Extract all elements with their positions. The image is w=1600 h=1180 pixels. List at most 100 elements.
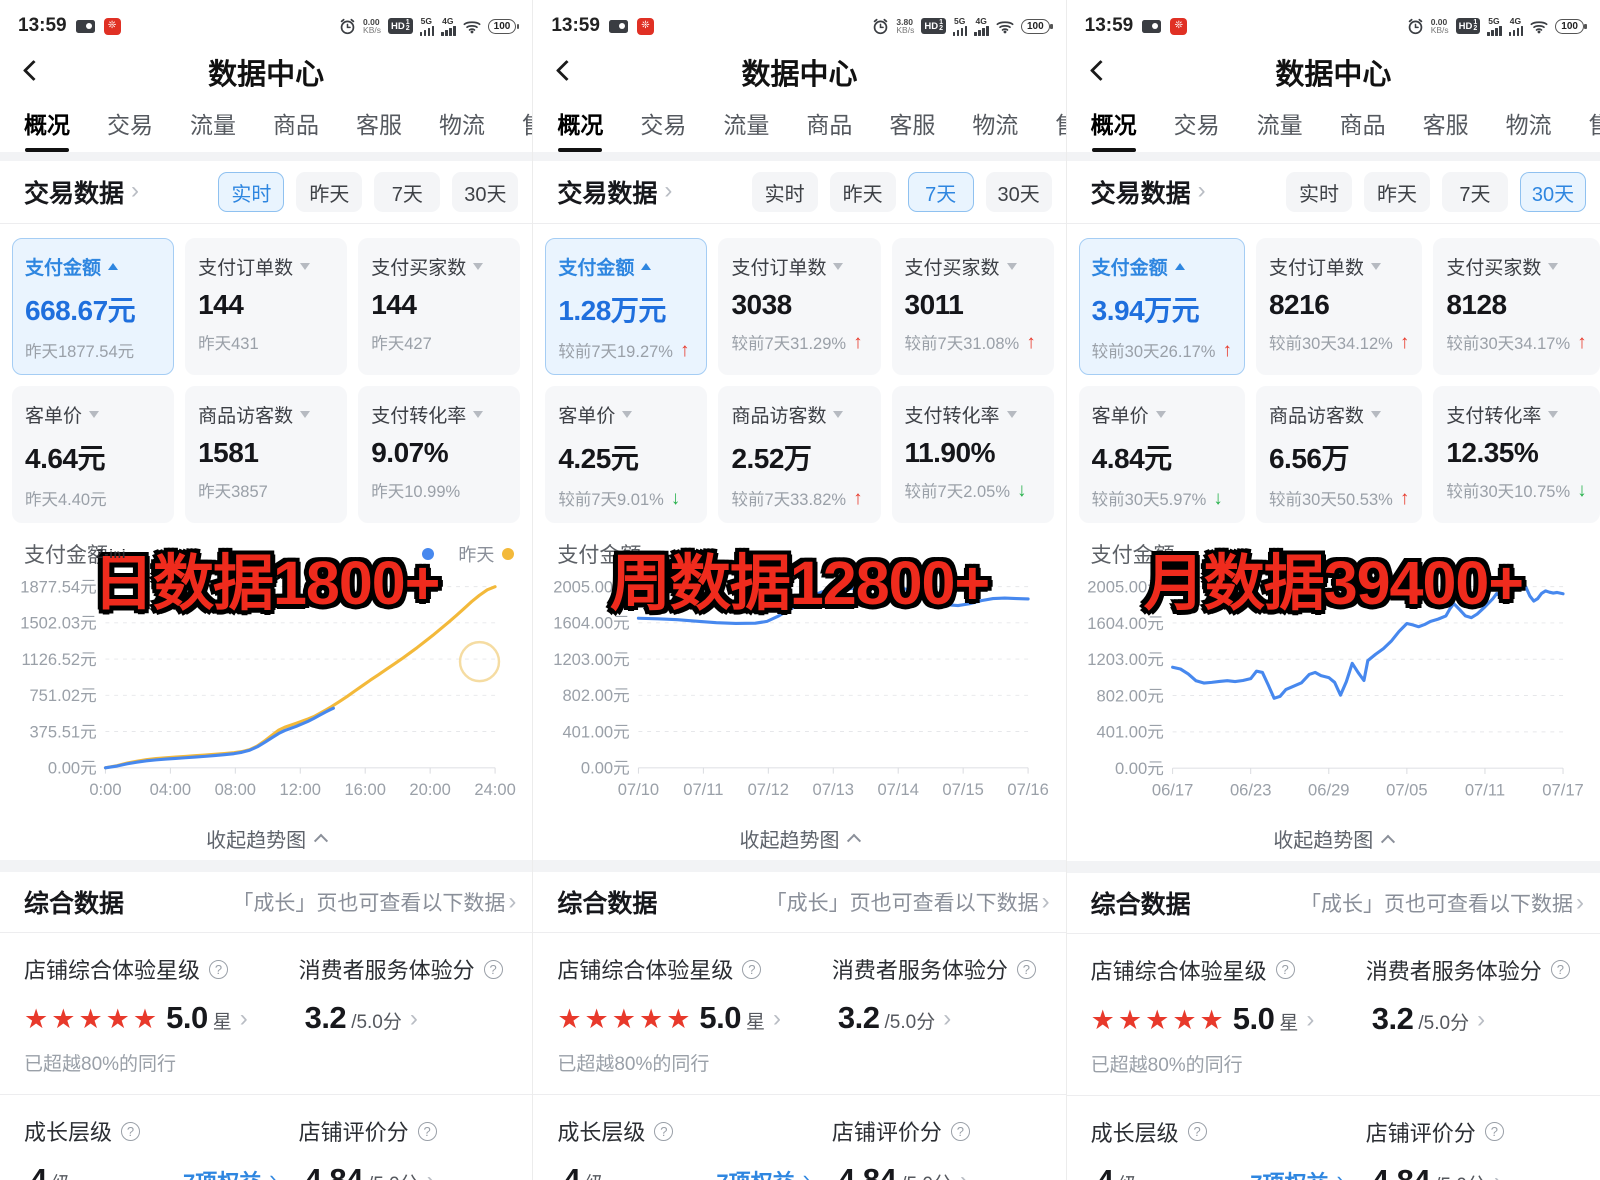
chevron-right-icon[interactable] xyxy=(943,1005,951,1033)
tab-trade[interactable]: 交易 xyxy=(640,112,687,138)
rights-link[interactable]: 7项权益 xyxy=(716,1165,810,1180)
metric-card-conversion-rate[interactable]: 支付转化率 9.07% 昨天10.99% xyxy=(358,386,521,523)
tab-traffic[interactable]: 流量 xyxy=(1256,112,1303,138)
back-button[interactable] xyxy=(556,59,578,82)
tab-aftersale[interactable]: 售 xyxy=(1589,106,1600,140)
metric-card-avg-order-value[interactable]: 客单价 4.84元 较前30天5.97% ↓ xyxy=(1078,386,1245,523)
chevron-right-icon[interactable] xyxy=(960,1167,968,1180)
metric-card-pay-buyers[interactable]: 支付买家数 3011 较前7天31.08% ↑ xyxy=(891,238,1054,375)
filter-pill-realtime[interactable]: 实时 xyxy=(1285,172,1352,212)
help-icon[interactable] xyxy=(417,1121,437,1141)
help-icon[interactable] xyxy=(654,1121,674,1141)
chevron-right-icon[interactable] xyxy=(427,1167,435,1180)
filter-pill-yesterday[interactable]: 昨天 xyxy=(296,172,363,212)
metric-card-grid: 支付金额 668.67元 昨天1877.54元 支付订单数 144 昨天431 … xyxy=(0,224,532,533)
filter-pill-7d[interactable]: 7天 xyxy=(374,172,441,212)
tab-traffic[interactable]: 流量 xyxy=(190,112,236,138)
help-icon[interactable] xyxy=(209,959,229,979)
tab-customer-service[interactable]: 客服 xyxy=(1422,112,1469,138)
tab-trade[interactable]: 交易 xyxy=(1173,112,1220,138)
filter-pill-7d[interactable]: 7天 xyxy=(907,172,974,212)
tab-logistics[interactable]: 物流 xyxy=(972,112,1019,138)
metric-card-avg-order-value[interactable]: 客单价 4.64元 昨天4.40元 xyxy=(12,386,175,523)
help-icon[interactable] xyxy=(483,959,503,979)
filter-pill-realtime[interactable]: 实时 xyxy=(751,172,818,212)
collapse-trend-link[interactable]: 收起趋势图 xyxy=(0,816,532,860)
growth-page-link[interactable]: 「成长」页也可查看以下数据 xyxy=(1300,888,1584,918)
metric-card-pay-orders[interactable]: 支付订单数 8216 较前30天34.12% ↑ xyxy=(1255,238,1423,375)
metric-card-product-visitors[interactable]: 商品访客数 1581 昨天3857 xyxy=(185,386,348,523)
tab-overview[interactable]: 概况 xyxy=(557,106,603,152)
service-score-block: 消费者服务体验分 3.2 /5.0分 xyxy=(299,953,515,1076)
tab-traffic[interactable]: 流量 xyxy=(723,112,770,138)
chevron-right-icon[interactable] xyxy=(1477,1006,1485,1034)
filter-pill-yesterday[interactable]: 昨天 xyxy=(1363,172,1430,212)
filter-pill-yesterday[interactable]: 昨天 xyxy=(829,172,896,212)
tab-logistics[interactable]: 物流 xyxy=(439,112,485,138)
growth-level-value: 4 xyxy=(563,1162,581,1180)
growth-page-link[interactable]: 「成长」页也可查看以下数据 xyxy=(232,887,516,917)
trade-data-title-link[interactable]: 交易数据 xyxy=(24,174,139,210)
star-rating: ★★★★★ xyxy=(557,1004,694,1035)
tab-goods[interactable]: 商品 xyxy=(1339,112,1386,138)
growth-page-link[interactable]: 「成长」页也可查看以下数据 xyxy=(766,887,1050,917)
chevron-right-icon[interactable] xyxy=(240,1005,248,1033)
tab-logistics[interactable]: 物流 xyxy=(1505,112,1552,138)
tab-aftersale[interactable]: 售 xyxy=(522,106,532,140)
metric-card-conversion-rate[interactable]: 支付转化率 11.90% 较前7天2.05% ↓ xyxy=(891,386,1054,523)
tab-goods[interactable]: 商品 xyxy=(806,112,853,138)
tab-trade[interactable]: 交易 xyxy=(107,112,153,138)
metric-card-pay-buyers[interactable]: 支付买家数 8128 较前30天34.17% ↑ xyxy=(1433,238,1600,375)
rights-link[interactable]: 7项权益 xyxy=(1250,1166,1344,1180)
help-icon[interactable] xyxy=(950,1121,970,1141)
metric-card-pay-amount[interactable]: 支付金额 668.67元 昨天1877.54元 xyxy=(12,238,175,375)
filter-pill-7d[interactable]: 7天 xyxy=(1441,172,1508,212)
help-icon[interactable] xyxy=(1484,1122,1504,1142)
filter-pill-realtime[interactable]: 实时 xyxy=(218,172,285,212)
chevron-right-icon[interactable] xyxy=(410,1005,418,1033)
collapse-trend-link[interactable]: 收起趋势图 xyxy=(533,816,1065,860)
help-icon[interactable] xyxy=(1016,959,1036,979)
tab-overview[interactable]: 概况 xyxy=(24,106,70,152)
trend-chart-section: 支付金额 昨天 1877.54元 1502.03元 1126.52元 751.02元 3… xyxy=(0,533,532,816)
metric-card-pay-buyers[interactable]: 支付买家数 144 昨天427 xyxy=(358,238,521,375)
composite-data-header: 综合数据 「成长」页也可查看以下数据 xyxy=(0,872,532,932)
chevron-right-icon[interactable] xyxy=(1306,1006,1314,1034)
help-icon[interactable] xyxy=(1275,960,1295,980)
divider xyxy=(1066,223,1600,224)
tab-aftersale[interactable]: 售 xyxy=(1055,106,1065,140)
metric-card-avg-order-value[interactable]: 客单价 4.25元 较前7天9.01% ↓ xyxy=(545,386,708,523)
help-icon[interactable] xyxy=(121,1121,141,1141)
chevron-right-icon[interactable] xyxy=(773,1005,781,1033)
rights-link[interactable]: 7项权益 xyxy=(183,1165,277,1180)
help-icon[interactable] xyxy=(1550,960,1570,980)
trade-data-title-link[interactable]: 交易数据 xyxy=(557,174,672,210)
metric-card-product-visitors[interactable]: 商品访客数 6.56万 较前30天50.53% ↑ xyxy=(1255,386,1423,523)
svg-text:06/29: 06/29 xyxy=(1308,780,1350,799)
collapse-trend-link[interactable]: 收起趋势图 xyxy=(1067,817,1600,861)
tab-goods[interactable]: 商品 xyxy=(273,112,319,138)
tab-overview[interactable]: 概况 xyxy=(1091,106,1137,152)
help-icon[interactable] xyxy=(1187,1122,1207,1142)
help-icon[interactable] xyxy=(742,959,762,979)
tab-customer-service[interactable]: 客服 xyxy=(356,112,402,138)
filter-pill-30d[interactable]: 30天 xyxy=(1519,172,1586,212)
metric-card-conversion-rate[interactable]: 支付转化率 12.35% 较前30天10.75% ↓ xyxy=(1433,386,1600,523)
metric-card-pay-amount[interactable]: 支付金额 3.94万元 较前30天26.17% ↑ xyxy=(1078,238,1245,375)
peer-comparison-text: 已超越80%的同行 xyxy=(557,1054,710,1076)
battery-icon: 100 xyxy=(1555,18,1587,34)
svg-text:2005.00元: 2005.00元 xyxy=(554,577,630,596)
sort-arrow-icon xyxy=(1006,263,1017,270)
metric-card-product-visitors[interactable]: 商品访客数 2.52万 较前7天33.82% ↑ xyxy=(718,386,881,523)
trade-data-title-link[interactable]: 交易数据 xyxy=(1091,174,1206,210)
back-button[interactable] xyxy=(22,59,45,82)
metric-card-pay-amount[interactable]: 支付金额 1.28万元 较前7天19.27% ↑ xyxy=(545,238,708,375)
chevron-right-icon[interactable] xyxy=(1494,1168,1502,1180)
filter-pill-30d[interactable]: 30天 xyxy=(452,172,519,212)
back-button[interactable] xyxy=(1089,59,1111,82)
metric-card-pay-orders[interactable]: 支付订单数 3038 较前7天31.29% ↑ xyxy=(718,238,881,375)
metric-card-pay-orders[interactable]: 支付订单数 144 昨天431 xyxy=(185,238,348,375)
tab-customer-service[interactable]: 客服 xyxy=(889,112,936,138)
filter-pill-30d[interactable]: 30天 xyxy=(985,172,1052,212)
